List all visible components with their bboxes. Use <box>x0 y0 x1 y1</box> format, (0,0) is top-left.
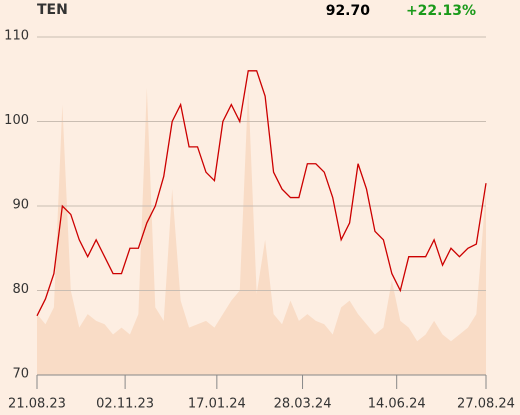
y-tick-label: 90 <box>12 198 29 213</box>
y-tick-label: 80 <box>12 282 29 297</box>
volume-area <box>37 87 486 375</box>
x-tick-label: 21.08.23 <box>8 397 66 412</box>
y-tick-label: 100 <box>4 113 29 128</box>
x-tick-label: 28.03.24 <box>274 397 332 412</box>
change: +22.13% <box>406 3 476 19</box>
x-tick-label: 14.06.24 <box>368 397 426 412</box>
price-line <box>36 70 487 317</box>
x-tick-label: 27.08.24 <box>457 397 515 412</box>
y-tick-label: 70 <box>12 367 29 382</box>
x-tick-label: 02.11.23 <box>96 397 154 412</box>
ticker: TEN <box>37 2 68 18</box>
y-tick-label: 110 <box>4 29 29 44</box>
price: 92.70 <box>326 3 371 19</box>
x-tick-label: 17.01.24 <box>188 397 246 412</box>
